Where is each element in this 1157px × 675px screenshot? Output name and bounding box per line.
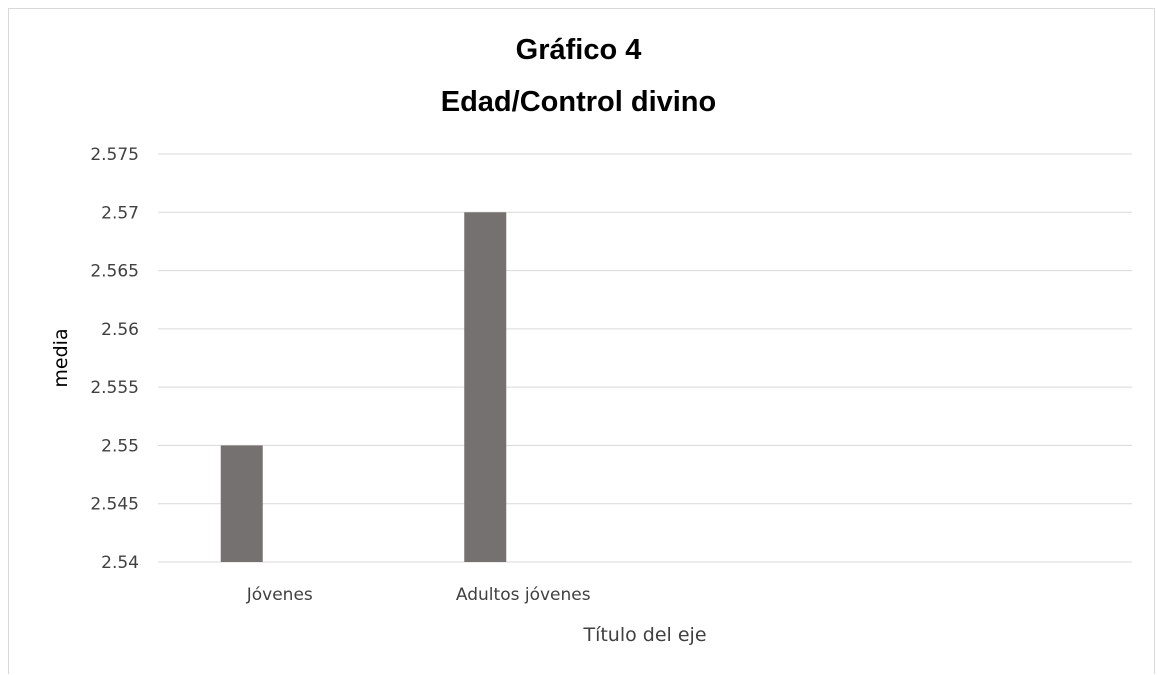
gridlines — [158, 153, 1132, 563]
y-tick-label: 2.54 — [101, 553, 139, 573]
y-tick-label: 2.575 — [90, 145, 139, 165]
chart-title: Gráfico 4 — [515, 34, 642, 66]
bar — [220, 445, 263, 562]
chart-frame — [8, 8, 1155, 674]
bar — [464, 212, 507, 563]
y-tick-label: 2.565 — [90, 262, 139, 282]
bars — [220, 212, 507, 563]
y-tick-label: 2.555 — [90, 378, 139, 398]
y-tick-label: 2.55 — [101, 436, 139, 456]
y-tick-label: 2.545 — [90, 495, 139, 515]
y-axis-ticks: 2.54 2.545 2.55 2.555 2.56 2.565 2.57 2.575 — [90, 145, 139, 573]
x-category-label: Jóvenes — [246, 585, 313, 605]
x-axis-title: Título del eje — [582, 624, 706, 646]
y-axis-title: media — [50, 328, 72, 387]
x-axis-categories: Jóvenes Adultos jóvenes — [246, 585, 591, 605]
y-tick-label: 2.57 — [101, 203, 139, 223]
chart-subtitle: Edad/Control divino — [440, 86, 717, 118]
x-category-label: Adultos jóvenes — [456, 585, 591, 605]
y-tick-label: 2.56 — [101, 320, 139, 340]
